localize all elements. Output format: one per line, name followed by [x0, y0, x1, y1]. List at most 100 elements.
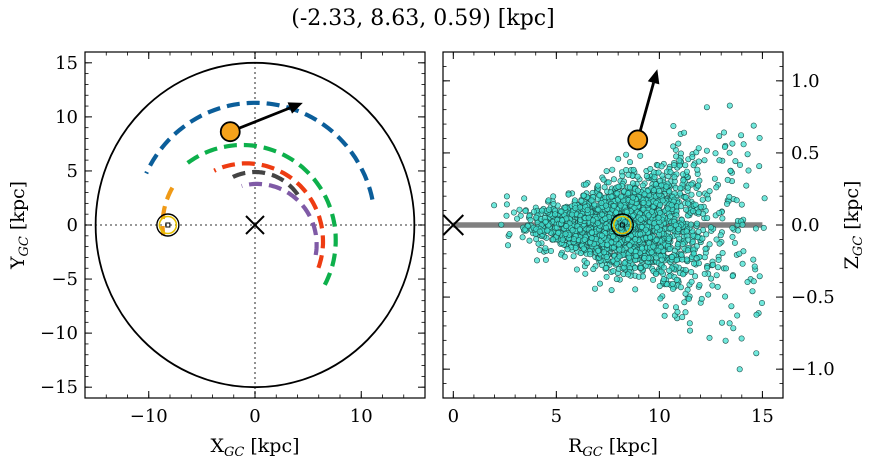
scatter-point: [731, 239, 738, 246]
scatter-point: [651, 174, 658, 181]
scatter-point: [550, 201, 557, 208]
scatter-point: [667, 169, 674, 176]
scatter-point: [718, 319, 725, 326]
right-ytick-label: 1.0: [791, 71, 820, 92]
scatter-point: [552, 211, 559, 218]
scatter-point: [726, 320, 733, 327]
scatter-point: [637, 152, 644, 159]
scatter-point: [709, 282, 716, 289]
star-marker: [627, 129, 649, 151]
scatter-point: [673, 276, 680, 283]
scatter-point: [723, 200, 730, 207]
scatter-point: [572, 205, 579, 212]
scatter-point: [682, 309, 689, 316]
scatter-point: [730, 325, 737, 332]
scatter-point: [681, 299, 688, 306]
scatter-point: [565, 191, 572, 198]
scatter-point: [587, 251, 594, 258]
scatter-point: [570, 253, 577, 260]
scatter-point: [753, 311, 760, 318]
scatter-point: [676, 157, 683, 164]
scatter-point: [705, 195, 712, 202]
scatter-point: [695, 228, 702, 235]
scatter-point: [573, 266, 580, 273]
scatter-point: [756, 135, 763, 142]
scatter-point: [680, 177, 687, 184]
scatter-point: [595, 247, 602, 254]
scatter-point: [522, 208, 529, 215]
scatter-point: [680, 271, 687, 278]
scatter-point: [675, 140, 682, 147]
scatter-point: [720, 129, 727, 136]
scatter-point: [714, 283, 721, 290]
scatter-point: [739, 221, 746, 228]
scatter-point: [503, 201, 510, 208]
scatter-point: [726, 102, 733, 109]
scatter-point: [624, 271, 631, 278]
scatter-point: [736, 162, 743, 169]
velocity-arrow-shaft: [229, 106, 291, 133]
scatter-point: [595, 206, 602, 213]
scatter-point: [594, 220, 601, 227]
scatter-point: [706, 334, 713, 341]
scatter-point: [562, 230, 569, 237]
scatter-point: [676, 235, 683, 242]
scatter-point: [685, 236, 692, 243]
scatter-point: [643, 173, 650, 180]
scatter-point: [637, 264, 644, 271]
scatter-point: [632, 253, 639, 260]
scatter-point: [761, 195, 768, 202]
sun-center-marker: [619, 222, 625, 228]
scatter-point: [656, 202, 663, 209]
scatter-point: [503, 193, 510, 200]
scatter-point: [717, 232, 724, 239]
scatter-point: [683, 168, 690, 175]
scatter-point: [577, 250, 584, 257]
star-marker: [219, 121, 241, 143]
scatter-point: [618, 193, 625, 200]
scatter-point: [752, 225, 759, 232]
scatter-point: [621, 260, 628, 267]
scatter-point: [598, 211, 605, 218]
right-xtick-label: 0: [448, 406, 459, 427]
scatter-point: [591, 285, 598, 292]
scatter-point: [647, 166, 654, 173]
scatter-point: [591, 201, 598, 208]
left-ticks: −10 0 10 −15 −10 −5 0 5 10 15: [40, 51, 426, 427]
scatter-point: [683, 228, 690, 235]
scatter-point: [656, 188, 663, 195]
scatter-point: [601, 184, 608, 191]
scatter-point: [711, 175, 718, 182]
scatter-point: [716, 210, 723, 217]
scatter-point: [692, 273, 699, 280]
scatter-point: [602, 215, 609, 222]
left-ytick-label: 10: [55, 107, 78, 128]
scatter-point: [673, 256, 680, 263]
scatter-point: [663, 183, 670, 190]
scatter-point: [738, 335, 745, 342]
scatter-point: [621, 219, 628, 226]
scatter-point: [582, 181, 589, 188]
scatter-point: [569, 227, 576, 234]
scatter-point: [519, 234, 526, 241]
scatter-point: [736, 250, 743, 257]
scatter-point: [602, 264, 609, 271]
scatter-point: [562, 204, 569, 211]
scatter-point: [706, 241, 713, 248]
scatter-point: [750, 256, 757, 263]
scatter-point: [563, 223, 570, 230]
scatter-point: [660, 276, 667, 283]
spiral-arm-5: [227, 169, 300, 196]
scatter-point: [645, 212, 652, 219]
scatter-point: [666, 273, 673, 280]
scatter-point: [703, 104, 710, 111]
sun-ring: [612, 215, 632, 235]
scatter-point: [697, 203, 704, 210]
scatter-point: [716, 157, 723, 164]
scatter-point: [716, 133, 723, 140]
scatter-point: [701, 254, 708, 261]
scatter-point: [603, 254, 610, 261]
scatter-point: [733, 197, 740, 204]
spiral-arm-4: [241, 181, 319, 256]
scatter-point: [609, 166, 616, 173]
